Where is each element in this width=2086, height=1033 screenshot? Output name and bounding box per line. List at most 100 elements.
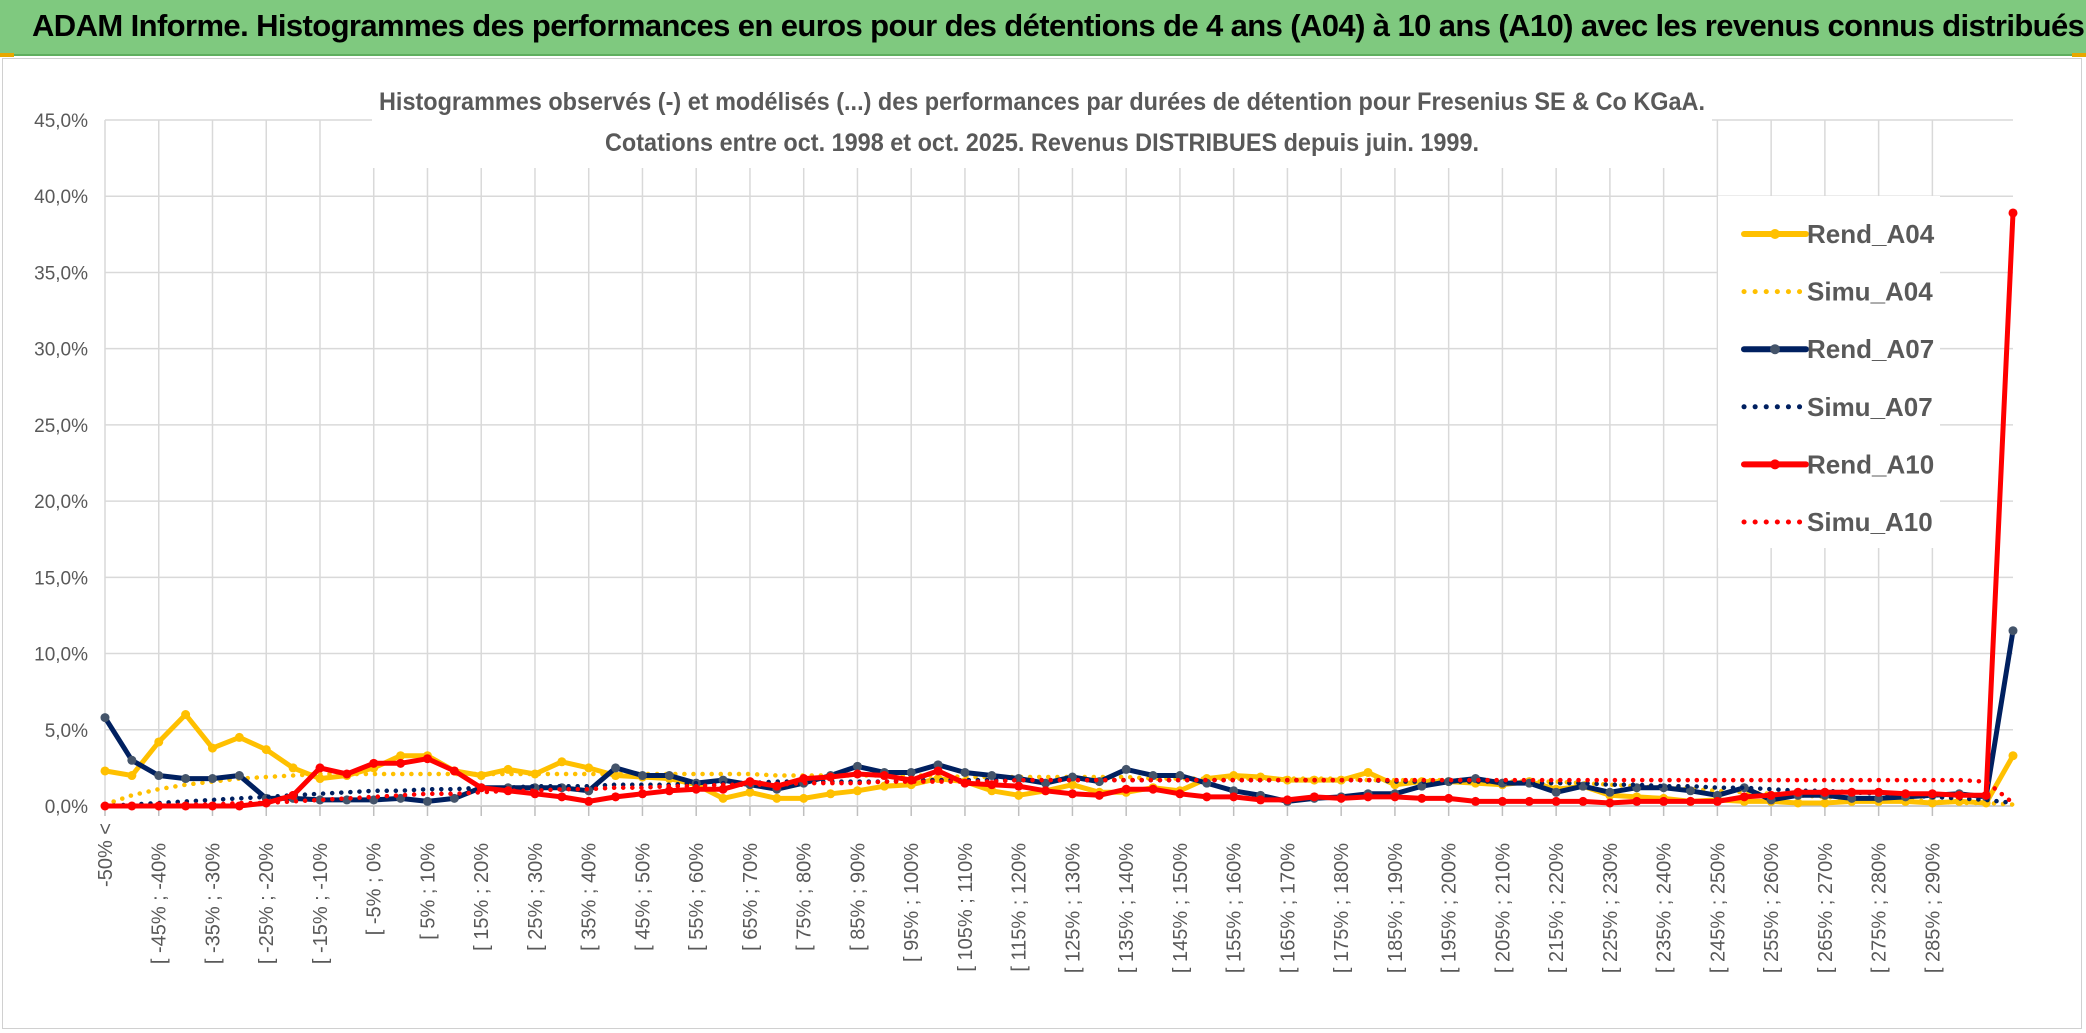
legend-marker [1770,344,1780,355]
data-point [1067,780,1077,790]
data-point [288,763,298,773]
data-point [449,793,459,803]
data-point [826,789,836,799]
data-point [664,786,674,796]
data-point [1578,796,1588,806]
data-point [396,758,406,768]
legend-label: Rend_A04 [1807,219,1935,249]
y-tick-label: 30,0% [34,340,88,361]
data-point [611,763,621,773]
data-point [1820,798,1830,808]
x-tick-label: [ 205% ; 210% [1492,843,1514,973]
data-point [342,769,352,779]
data-point [181,774,191,784]
legend-marker [1770,459,1780,470]
x-tick-label: [ 5% ; 10% [417,843,439,940]
x-tick-label: [ 225% ; 230% [1600,843,1622,973]
data-point [2008,626,2018,636]
data-point [315,774,325,784]
x-tick-label: [ 175% ; 180% [1331,843,1353,973]
data-point [396,793,406,803]
x-tick-label: [ 105% ; 110% [955,843,977,972]
data-point [288,790,298,800]
data-point [799,774,809,784]
data-point [1121,764,1131,774]
x-tick-label: [ -5% ; 0% [364,843,386,935]
data-point [852,761,862,771]
data-point [1175,771,1185,781]
y-tick-label: 35,0% [34,263,88,284]
data-point [1363,792,1373,802]
data-point [1712,796,1722,806]
y-axis: 0,0% 5,0% 10,0% 15,0% 20,0% 25,0% 30,0% 35,0% 40… [34,111,88,818]
data-point [1067,789,1077,799]
x-tick-label: [ 155% ; 160% [1224,843,1246,973]
data-point [1497,796,1507,806]
x-tick-label: [ 15% ; 20% [471,843,493,951]
data-point [234,771,244,781]
legend-label: Rend_A10 [1807,449,1934,479]
x-tick-label: [ 75% ; 80% [794,843,816,951]
legend-marker [1770,229,1780,239]
data-point [396,751,406,761]
data-point [1686,786,1696,796]
data-point [1417,781,1427,791]
data-point [1927,789,1937,799]
chart-title-line1: Histogrammes observés (-) et modélisés (… [379,88,1705,116]
data-point [1309,792,1319,802]
y-tick-label: 10,0% [34,645,88,666]
x-tick-label: [ -15% ; -10% [310,843,332,964]
data-point [1524,796,1534,806]
x-tick-label: [ 135% ; 140% [1116,843,1138,973]
data-point [1632,796,1642,806]
data-point [933,766,943,776]
x-tick-label: [ 85% ; 90% [847,843,869,951]
chart-title-group: Histogrammes observés (-) et modélisés (… [372,80,1712,168]
data-point [261,745,271,755]
data-point [1390,792,1400,802]
data-point [1578,781,1588,791]
data-point [1094,790,1104,800]
data-point [2008,751,2018,761]
x-tick-label: [ 25% ; 30% [525,843,547,951]
data-point [1605,787,1615,797]
data-point [1471,796,1481,806]
x-tick-label: [ 115% ; 120% [1009,843,1031,972]
data-point [637,789,647,799]
y-tick-label: 0,0% [45,797,88,818]
data-point [207,743,217,753]
chart-title-background [372,80,1712,168]
data-point [584,763,594,773]
y-tick-label: 45,0% [34,111,88,132]
data-point [1901,789,1911,799]
data-point [1659,796,1669,806]
x-tick-label: [ 285% ; 290% [1922,843,1944,973]
x-tick-label: [ 45% ; 50% [632,843,654,951]
data-point [181,710,191,720]
series-line-rend-a04 [102,712,2016,806]
x-tick-label: [ 55% ; 60% [686,843,708,951]
data-point [503,764,513,774]
data-point [1202,792,1212,802]
data-point [1336,793,1346,803]
series-lines [100,208,2018,811]
legend-label: Simu_A10 [1807,507,1933,537]
data-point [1874,787,1884,797]
data-point [422,754,432,764]
x-tick-label: [ 145% ; 150% [1170,843,1192,973]
data-point [1121,784,1131,794]
legend-label: Simu_A07 [1807,392,1933,422]
data-point [100,713,110,723]
x-tick-label: [ 235% ; 240% [1654,843,1676,973]
data-point [1282,795,1292,805]
data-point [422,796,432,806]
data-point [449,766,459,776]
chart-title-line2: Cotations entre oct. 1998 et oct. 2025. … [605,129,1479,157]
data-point [154,771,164,781]
data-point [1847,787,1857,797]
data-point [718,784,728,794]
data-point [2008,208,2018,218]
data-point [1954,790,1964,800]
legend-label: Rend_A07 [1807,334,1934,364]
